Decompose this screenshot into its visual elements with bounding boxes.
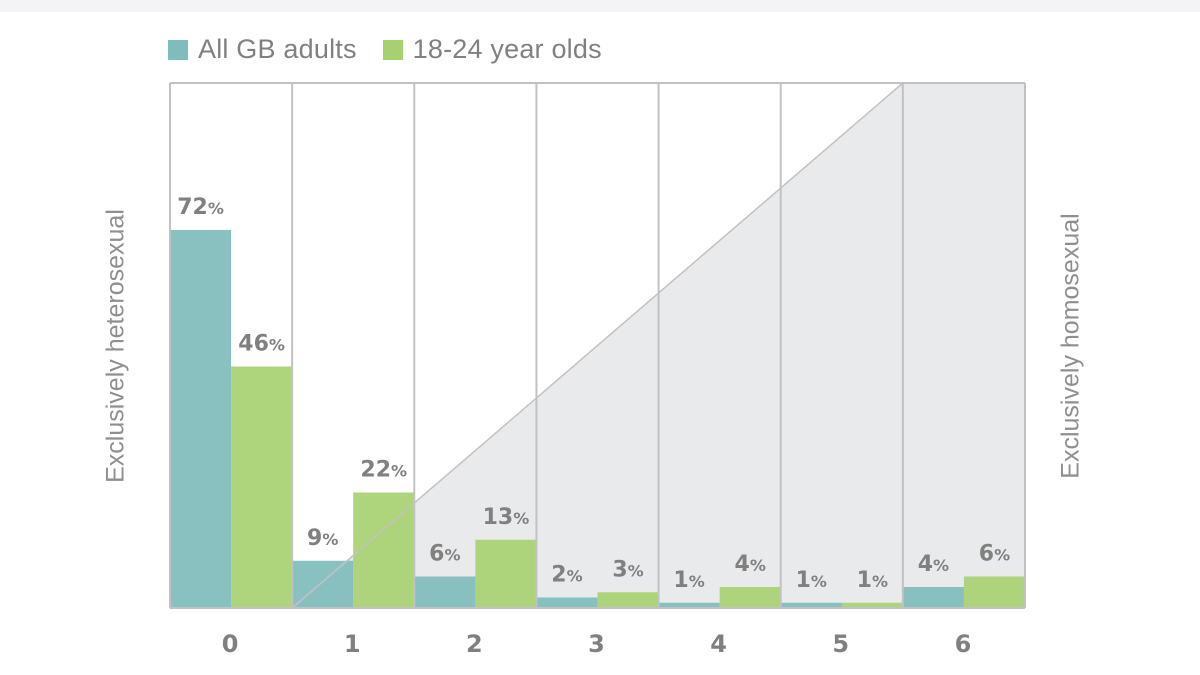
category-label-0: 0 [222,630,239,658]
right-axis-annotation: Exclusively homosexual [1056,213,1085,479]
legend-swatch-youth [382,39,403,60]
bar-adults-6 [902,587,964,608]
value-label-youth-4: 4% [735,552,766,577]
bar-adults-4 [658,602,720,608]
bar-youth-4 [719,587,781,608]
bar-youth-3 [597,592,659,608]
left-axis-annotation: Exclusively heterosexual [101,209,130,483]
legend: All GB adults 18-24 year olds [168,34,602,65]
category-label-1: 1 [344,630,361,658]
value-label-adults-5: 1% [796,568,827,593]
category-label-2: 2 [466,630,483,658]
value-label-youth-5: 1% [857,568,888,593]
value-label-youth-6: 6% [979,542,1010,567]
bar-youth-5 [841,602,903,608]
value-label-youth-3: 3% [612,557,643,582]
bar-youth-0 [231,366,293,608]
category-label-3: 3 [588,630,605,658]
value-label-adults-1: 9% [307,526,338,551]
bar-adults-2 [414,576,476,608]
value-label-adults-4: 1% [673,568,704,593]
value-label-youth-1: 22% [360,458,407,483]
value-label-adults-0: 72% [177,195,224,220]
category-label-4: 4 [710,630,727,658]
legend-item-adults: All GB adults [168,34,357,65]
bar-adults-5 [780,602,842,608]
legend-label-adults: All GB adults [198,34,357,64]
value-label-adults-3: 2% [551,563,582,588]
bar-adults-0 [170,230,232,608]
legend-label-youth: 18-24 year olds [412,34,602,64]
value-label-youth-2: 13% [483,505,530,530]
triangle-diagonal [291,82,904,609]
bar-adults-3 [536,597,598,608]
bar-youth-6 [963,576,1025,608]
top-bar [0,0,1200,12]
bar-youth-2 [475,539,537,608]
value-label-adults-2: 6% [429,542,460,567]
value-label-adults-6: 4% [918,552,949,577]
legend-swatch-adults [168,39,188,60]
bar-youth-1 [353,492,415,608]
value-label-youth-0: 46% [238,332,285,357]
category-label-5: 5 [832,630,849,658]
category-label-6: 6 [955,630,972,658]
legend-item-youth: 18-24 year olds [382,34,602,65]
